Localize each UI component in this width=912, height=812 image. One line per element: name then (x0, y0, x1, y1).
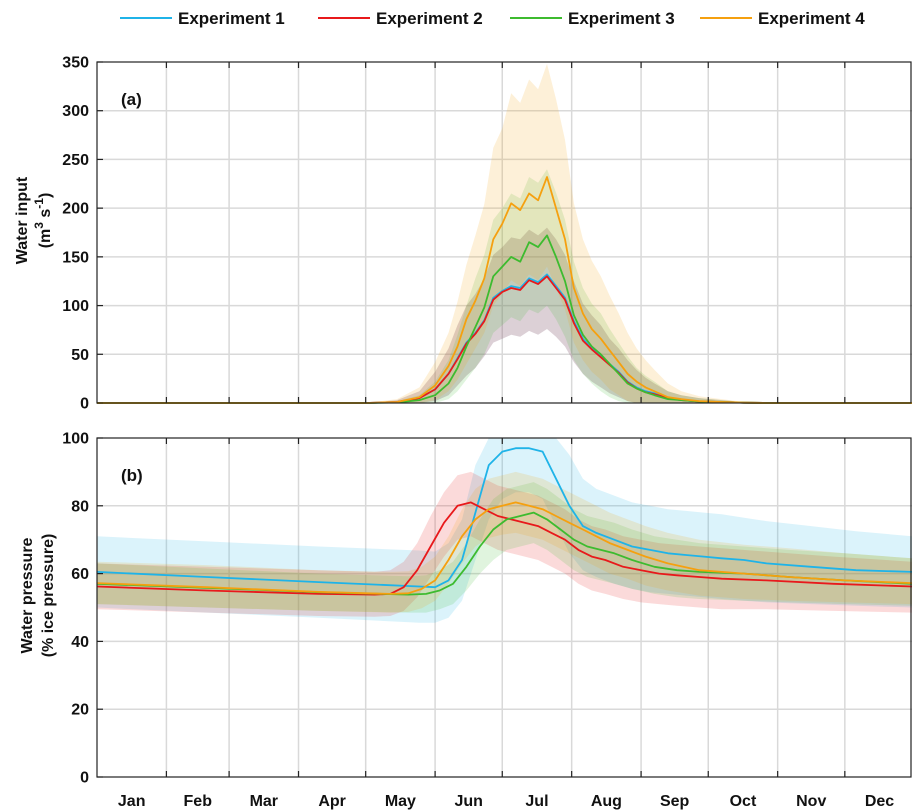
month-label: Feb (184, 793, 213, 810)
month-label: Aug (591, 793, 622, 810)
band-experiment-1 (97, 227, 912, 403)
y-tick-label: 100 (62, 298, 89, 315)
y-tick-label: 50 (71, 347, 89, 364)
panel-a-bands (97, 63, 912, 404)
month-label: Mar (250, 793, 278, 810)
y-axis-title-line1: Water pressure (19, 537, 36, 653)
panel-b-lines (96, 447, 912, 596)
panel-a-water-input: 0 50 100 150 200 250 300 350 (a) Water input (m3… (14, 55, 912, 413)
y-tick-label: 40 (71, 634, 89, 651)
panel-a-lines (97, 176, 912, 404)
band-experiment-2 (97, 227, 912, 403)
line-experiment-1 (96, 447, 912, 589)
y-tick-label: 60 (71, 566, 89, 583)
panel-a-frame (96, 61, 912, 404)
panel-a-label: (a) (121, 90, 142, 109)
y-axis-title-line1: Water input (14, 176, 31, 264)
month-label: Oct (730, 793, 757, 810)
line-experiment-4 (97, 176, 912, 404)
band-experiment-4 (97, 63, 912, 404)
y-tick-label: 300 (62, 103, 89, 120)
y-tick-label: 0 (80, 770, 89, 787)
y-tick-label: 200 (62, 201, 89, 218)
panel-b-bands (97, 438, 912, 623)
panel-a-grid (97, 62, 912, 403)
y-tick-label: 350 (62, 55, 89, 72)
panel-a-y-ticks: 0 50 100 150 200 250 300 350 (62, 55, 846, 413)
band-experiment-1 (97, 438, 912, 623)
legend-label: Experiment 1 (178, 9, 285, 28)
legend-label: Experiment 4 (758, 9, 865, 28)
line-experiment-3 (96, 511, 912, 596)
month-label: Jan (118, 793, 146, 810)
panel-b-frame (96, 437, 912, 778)
legend-label: Experiment 3 (568, 9, 675, 28)
y-tick-label: 20 (71, 702, 89, 719)
month-label: Nov (796, 793, 826, 810)
month-label: May (385, 793, 416, 810)
y-tick-label: 0 (80, 396, 89, 413)
line-experiment-3 (97, 234, 912, 404)
month-label: Jul (525, 793, 548, 810)
legend-label: Experiment 2 (376, 9, 483, 28)
panel-b-water-pressure: 0 20 40 60 80 100 (b) Water pressure (% ice pr… (19, 431, 912, 787)
month-label: Apr (318, 793, 346, 810)
panel-b-y-axis-title: Water pressure (% ice pressure) (19, 534, 57, 658)
line-experiment-4 (96, 501, 912, 595)
line-experiment-2 (96, 501, 912, 596)
band-experiment-3 (97, 169, 912, 403)
legend: Experiment 1 Experiment 2 Experiment 3 Expe… (120, 9, 865, 28)
y-axis-title-line2: (% ice pressure) (40, 534, 57, 658)
panel-b-label: (b) (121, 466, 143, 485)
band-experiment-3 (97, 482, 912, 613)
y-axis-title-line2: (m3​ s-1​) (32, 193, 54, 249)
y-tick-label: 150 (62, 249, 89, 266)
month-label: Sep (660, 793, 690, 810)
y-tick-label: 80 (71, 498, 89, 515)
x-axis-month-labels: Jan Feb Mar Apr May Jun Jul Aug Sep Oct Nov Dec (118, 793, 894, 810)
panel-a-y-axis-title: Water input(m3​ s-1​) (14, 176, 54, 264)
y-tick-label: 250 (62, 152, 89, 169)
month-label: Jun (454, 793, 482, 810)
y-tick-label: 100 (62, 431, 89, 448)
panel-b-y-ticks: 0 20 40 60 80 100 (62, 431, 846, 787)
month-label: Dec (865, 793, 894, 810)
